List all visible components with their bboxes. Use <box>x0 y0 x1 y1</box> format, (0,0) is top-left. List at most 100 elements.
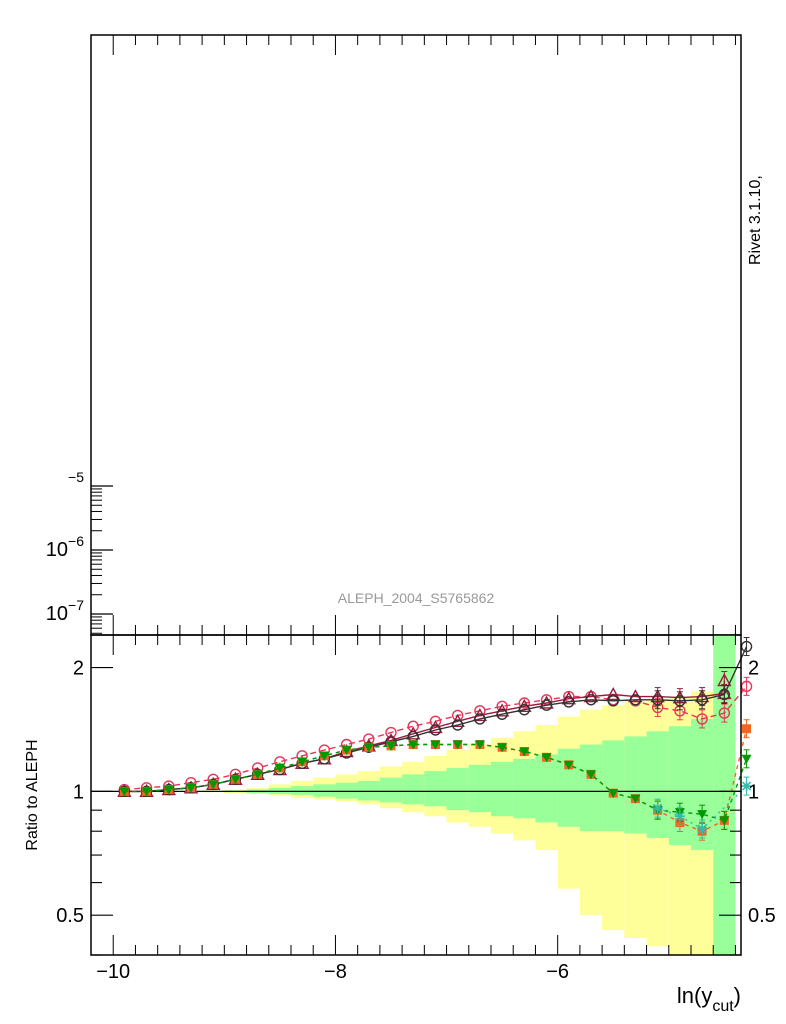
inner-band-bin <box>557 748 580 827</box>
data-point <box>742 724 752 734</box>
data-point <box>719 816 730 826</box>
data-point <box>563 760 574 770</box>
data-point <box>341 746 352 756</box>
inner-band-bin <box>535 754 558 823</box>
data-point <box>429 724 442 736</box>
inner-band-bin <box>424 771 447 807</box>
data-point <box>674 811 685 822</box>
data-point <box>540 699 553 711</box>
x-axis-title-sub: cut <box>712 998 734 1015</box>
series-layer <box>117 637 753 841</box>
data-point <box>452 740 463 750</box>
inner-band-bin <box>313 784 336 797</box>
data-point <box>696 694 708 706</box>
data-point <box>208 780 219 790</box>
data-point <box>163 785 174 795</box>
data-point <box>474 713 486 725</box>
y-tick-exponent: −6 <box>68 533 84 549</box>
x-tick-label: −10 <box>96 961 130 983</box>
data-point <box>407 720 419 732</box>
data-point <box>252 770 263 780</box>
data-point <box>541 753 552 763</box>
ratio-panel-frame <box>90 634 742 956</box>
data-point <box>718 707 731 719</box>
y-tick-exponent: −5 <box>68 469 84 485</box>
inner-band-bin <box>668 726 691 846</box>
data-point <box>697 823 708 834</box>
ratio-tick-label-right: 2 <box>748 658 759 680</box>
data-point <box>585 694 597 706</box>
y-tick-label: 10−6 <box>46 533 84 561</box>
data-point <box>586 770 596 780</box>
data-point <box>519 747 530 757</box>
x-axis-title: ln(ycut) <box>677 983 741 1015</box>
inner-band-bin <box>402 774 425 805</box>
inner-band-bin <box>624 736 647 834</box>
data-point <box>430 740 441 750</box>
x-axis-title-close: ) <box>734 983 741 1008</box>
y-tick-label: −5 <box>68 469 84 485</box>
rivet-version-label: Rivet 3.1.10, <box>747 175 764 265</box>
data-point <box>674 695 686 707</box>
main-panel-frame <box>90 34 742 636</box>
y-tick-exponent: −7 <box>68 597 84 613</box>
series-5 <box>652 776 752 839</box>
data-point <box>319 751 330 761</box>
y-tick-base: 10 <box>46 603 68 625</box>
data-point <box>652 803 663 814</box>
data-point <box>363 743 374 753</box>
inner-band-bin <box>713 635 736 955</box>
data-point <box>428 720 443 734</box>
inner-band-bin <box>357 780 380 801</box>
inner-band-bin <box>468 764 491 813</box>
data-point <box>741 754 752 764</box>
data-point <box>141 787 152 797</box>
y-tick-label: 10−7 <box>46 597 84 625</box>
data-point <box>429 715 442 728</box>
x-axis-title-main: ln(y <box>677 983 712 1008</box>
inner-band-bin <box>691 718 714 851</box>
data-point <box>408 740 419 750</box>
data-point <box>697 810 708 820</box>
inner-band-bin <box>291 786 314 795</box>
x-axis-labels: −10 −8 −6 <box>96 961 569 983</box>
data-point <box>474 740 485 750</box>
analysis-label: ALEPH_2004_S5765862 <box>338 590 495 606</box>
y-tick-base: 10 <box>46 539 68 561</box>
data-point <box>630 794 641 804</box>
data-point <box>297 757 308 767</box>
data-point <box>651 694 664 706</box>
ratio-panel-labels: 0.5 0.5 1 1 2 2 <box>56 658 776 928</box>
main-panel-y-ticks <box>91 485 113 634</box>
ratio-tick-label-left: 2 <box>73 658 84 680</box>
data-point <box>539 695 554 709</box>
x-tick-label: −8 <box>324 961 347 983</box>
data-point <box>496 708 508 720</box>
inner-band-bin <box>602 740 625 832</box>
data-point <box>451 719 464 731</box>
data-point <box>696 713 708 725</box>
ratio-tick-label-right: 1 <box>748 781 759 803</box>
data-point <box>741 781 752 792</box>
ratio-tick-label-left: 0.5 <box>56 905 84 927</box>
inner-band-bin <box>491 761 514 817</box>
data-point <box>386 741 396 751</box>
data-point <box>385 726 397 739</box>
series-line <box>124 743 748 822</box>
series-line <box>657 785 748 830</box>
uncertainty-bands <box>202 635 736 955</box>
series-line <box>124 685 748 791</box>
data-point <box>629 694 642 706</box>
data-point <box>230 775 241 785</box>
x-axis-ticks <box>90 35 736 955</box>
inner-band-bin <box>579 744 603 832</box>
x-tick-label: −6 <box>546 961 569 983</box>
data-point <box>274 763 285 773</box>
ratio-tick-label-left: 1 <box>73 781 84 803</box>
data-point <box>607 695 619 707</box>
data-point <box>563 696 575 708</box>
data-point <box>119 787 130 797</box>
data-point <box>518 703 531 716</box>
inner-band-bin <box>646 731 669 839</box>
